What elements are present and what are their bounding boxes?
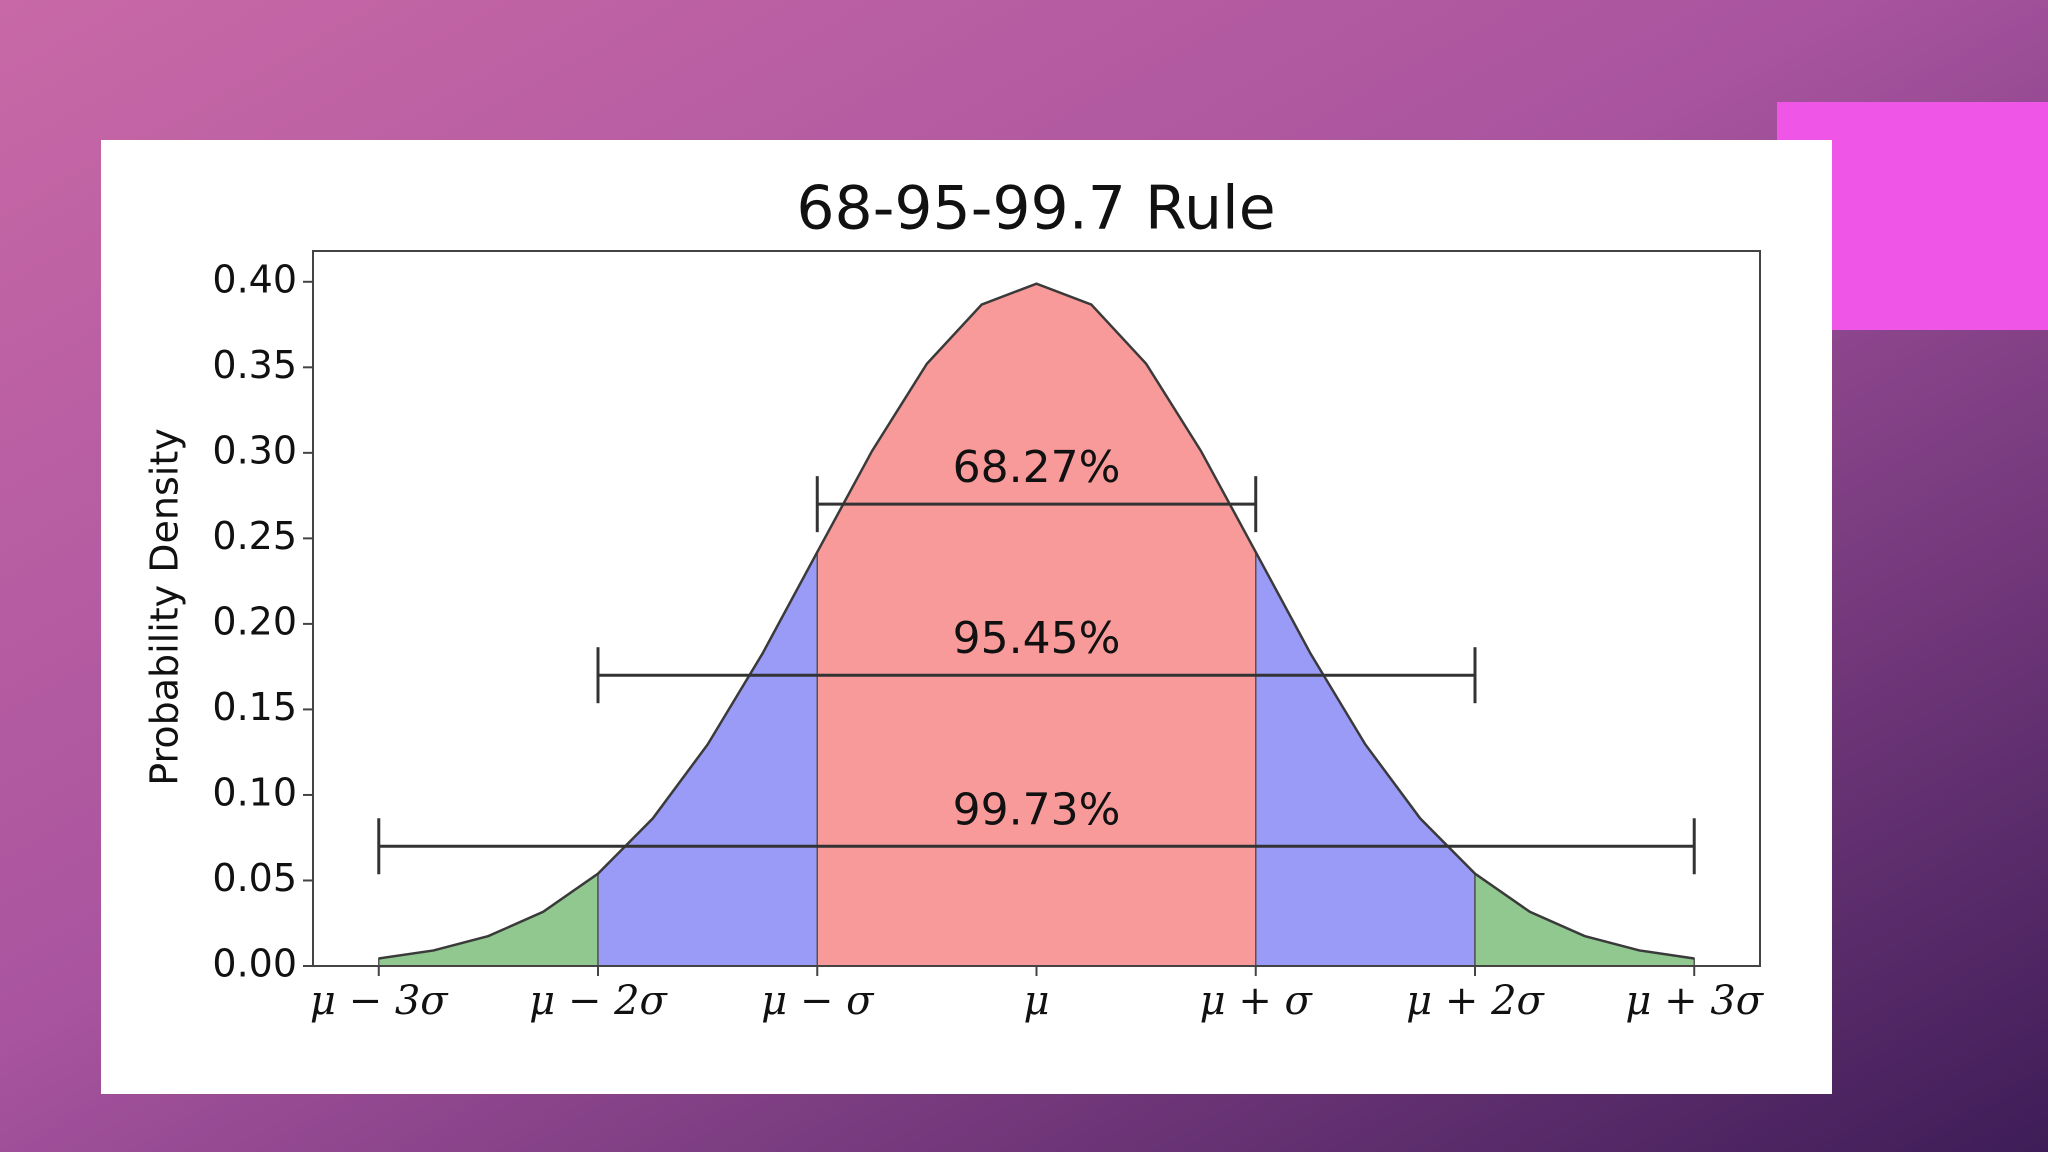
y-axis-label: Probability Density: [143, 428, 187, 785]
chart-title: 68-95-99.7 Rule: [796, 174, 1275, 244]
x-tick-label: μ + σ: [1200, 978, 1314, 1024]
x-tick-label: μ − 2σ: [529, 978, 668, 1024]
interval-label: 95.45%: [953, 613, 1121, 664]
y-tick-label: 0.35: [212, 343, 297, 387]
interval-label: 99.73%: [953, 784, 1121, 835]
y-tick-label: 0.10: [212, 770, 297, 814]
y-tick-label: 0.05: [212, 856, 297, 900]
x-tick-label: μ + 2σ: [1406, 978, 1545, 1024]
y-tick-label: 0.20: [212, 599, 297, 643]
y-tick-label: 0.25: [212, 514, 297, 558]
plot: 0.00 0.05 0.10 0.15 0.20 0.25 0.30 0.35 0.40 μ − …: [212, 250, 1765, 1024]
density-curve: [378, 282, 1695, 960]
y-tick-label: 0.40: [212, 257, 297, 301]
x-tick-label: μ − σ: [761, 978, 875, 1024]
x-tick-label: μ − 3σ: [310, 978, 449, 1024]
x-tick-label: μ: [1024, 978, 1050, 1024]
x-tick-label: μ + 3σ: [1625, 978, 1764, 1024]
interval-label: 68.27%: [953, 442, 1121, 493]
y-tick-label: 0.30: [212, 428, 297, 472]
y-tick-label: 0.15: [212, 685, 297, 729]
y-tick-label: 0.00: [212, 942, 297, 986]
